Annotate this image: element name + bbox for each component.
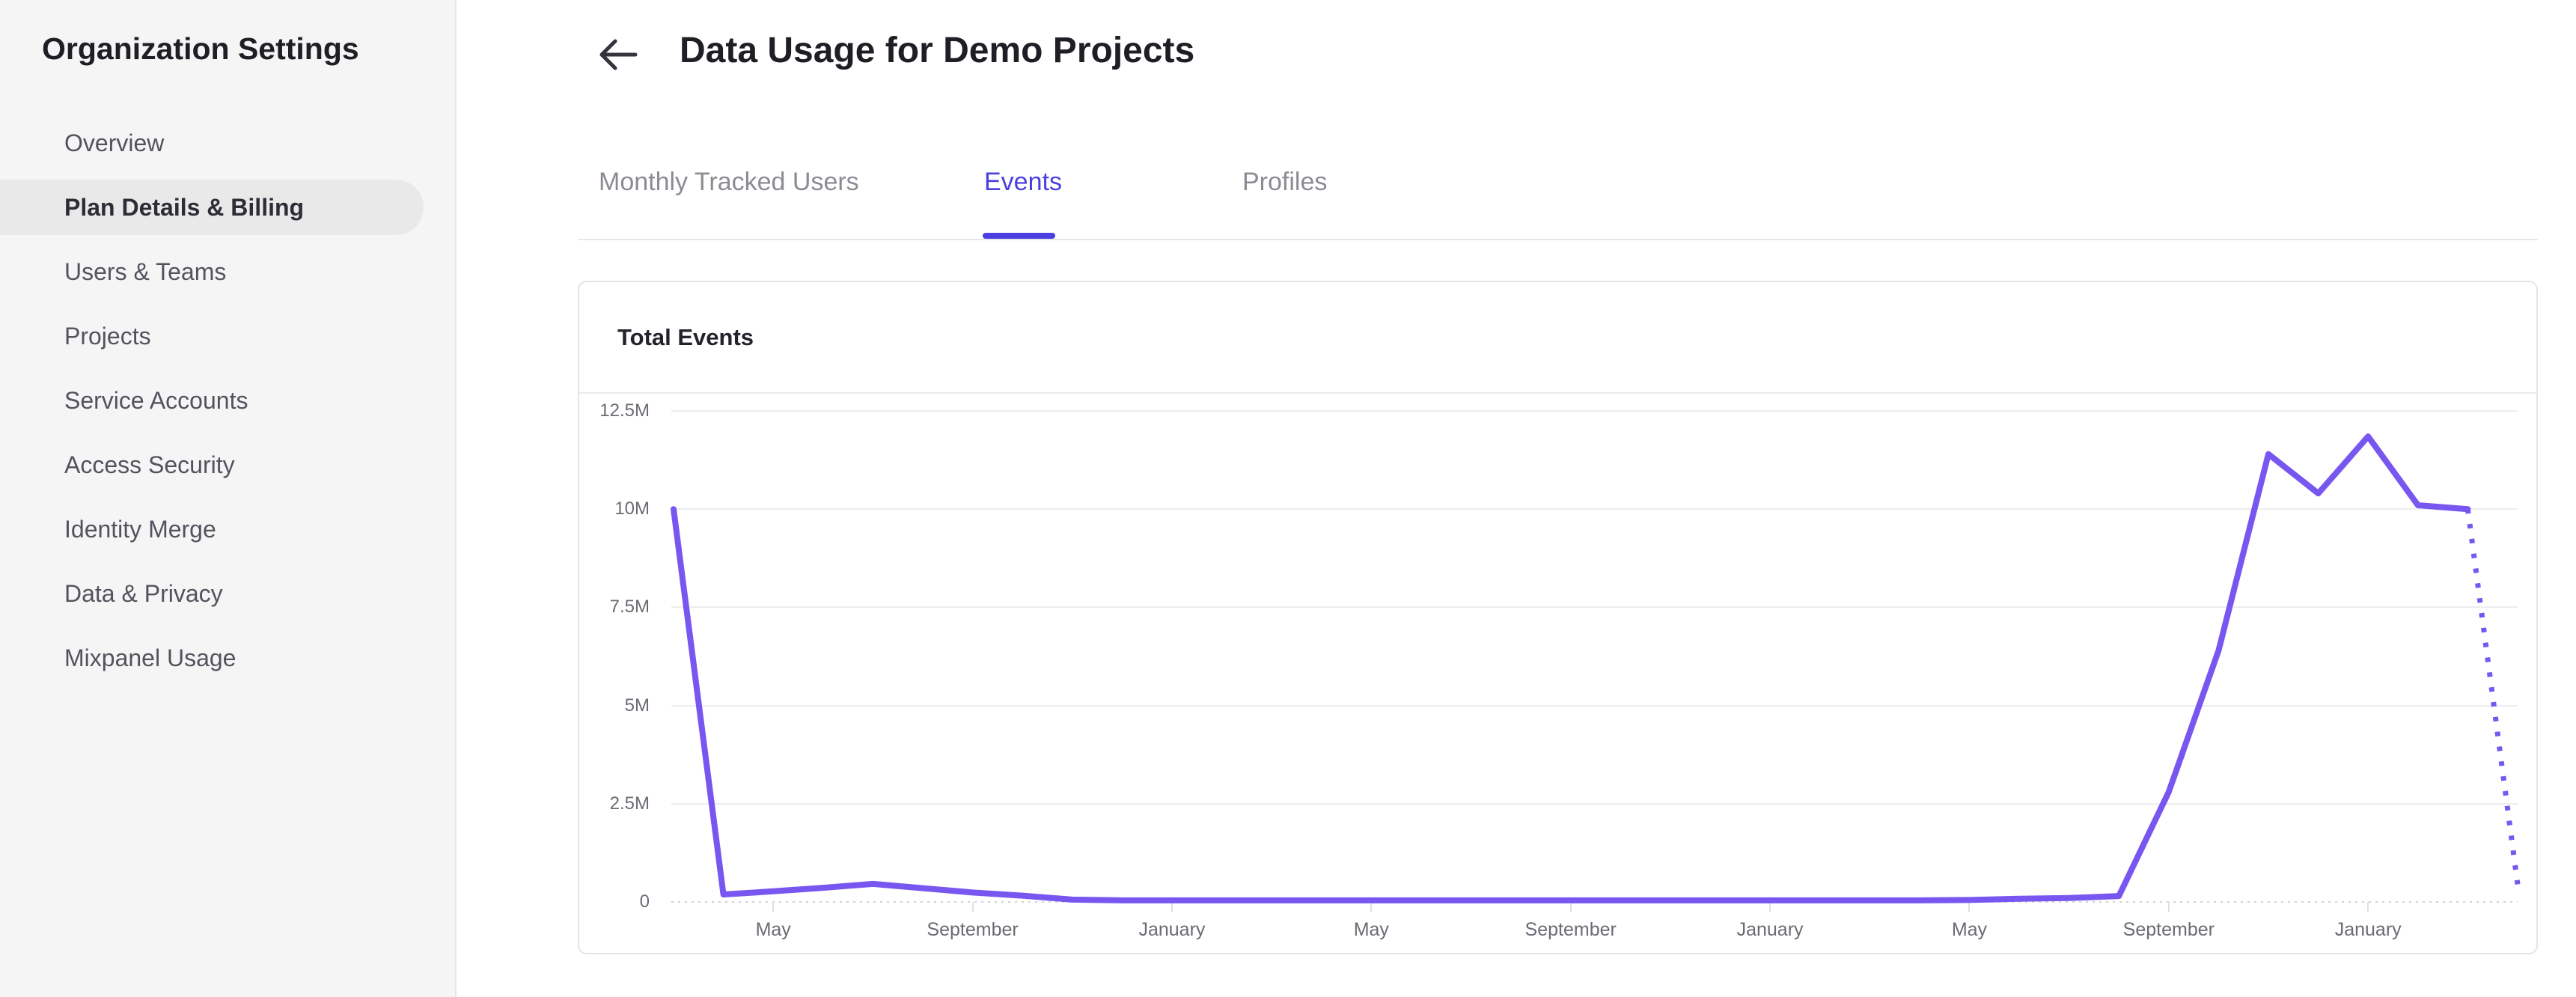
card-title: Total Events	[617, 324, 754, 350]
tabs-bottom-border	[578, 239, 2538, 240]
page-title: Data Usage for Demo Projects	[680, 31, 1195, 70]
sidebar-item-overview[interactable]: Overview	[64, 129, 165, 156]
sidebar-item-service-accounts[interactable]: Service Accounts	[64, 387, 248, 414]
sidebar-item-projects[interactable]: Projects	[64, 323, 151, 350]
active-tab-underline	[983, 233, 1055, 239]
sidebar-item-access-security[interactable]: Access Security	[64, 451, 235, 478]
sidebar: Organization Settings Overview Plan Detai…	[0, 0, 457, 997]
back-button[interactable]	[593, 31, 641, 78]
total-events-card: Total Events	[578, 281, 2538, 954]
sidebar-item-plan-details-billing[interactable]: Plan Details & Billing	[0, 180, 424, 235]
tab-monthly-tracked-users[interactable]: Monthly Tracked Users	[599, 168, 859, 196]
sidebar-item-mixpanel-usage[interactable]: Mixpanel Usage	[64, 644, 236, 671]
sidebar-item-users-teams[interactable]: Users & Teams	[64, 258, 227, 285]
tab-events[interactable]: Events	[984, 168, 1062, 196]
sidebar-item-data-privacy[interactable]: Data & Privacy	[64, 580, 223, 607]
tab-profiles[interactable]: Profiles	[1242, 168, 1328, 196]
card-divider	[579, 392, 2536, 394]
left-arrow-icon	[593, 39, 641, 80]
sidebar-title: Organization Settings	[42, 31, 359, 66]
sidebar-item-identity-merge[interactable]: Identity Merge	[64, 516, 216, 543]
